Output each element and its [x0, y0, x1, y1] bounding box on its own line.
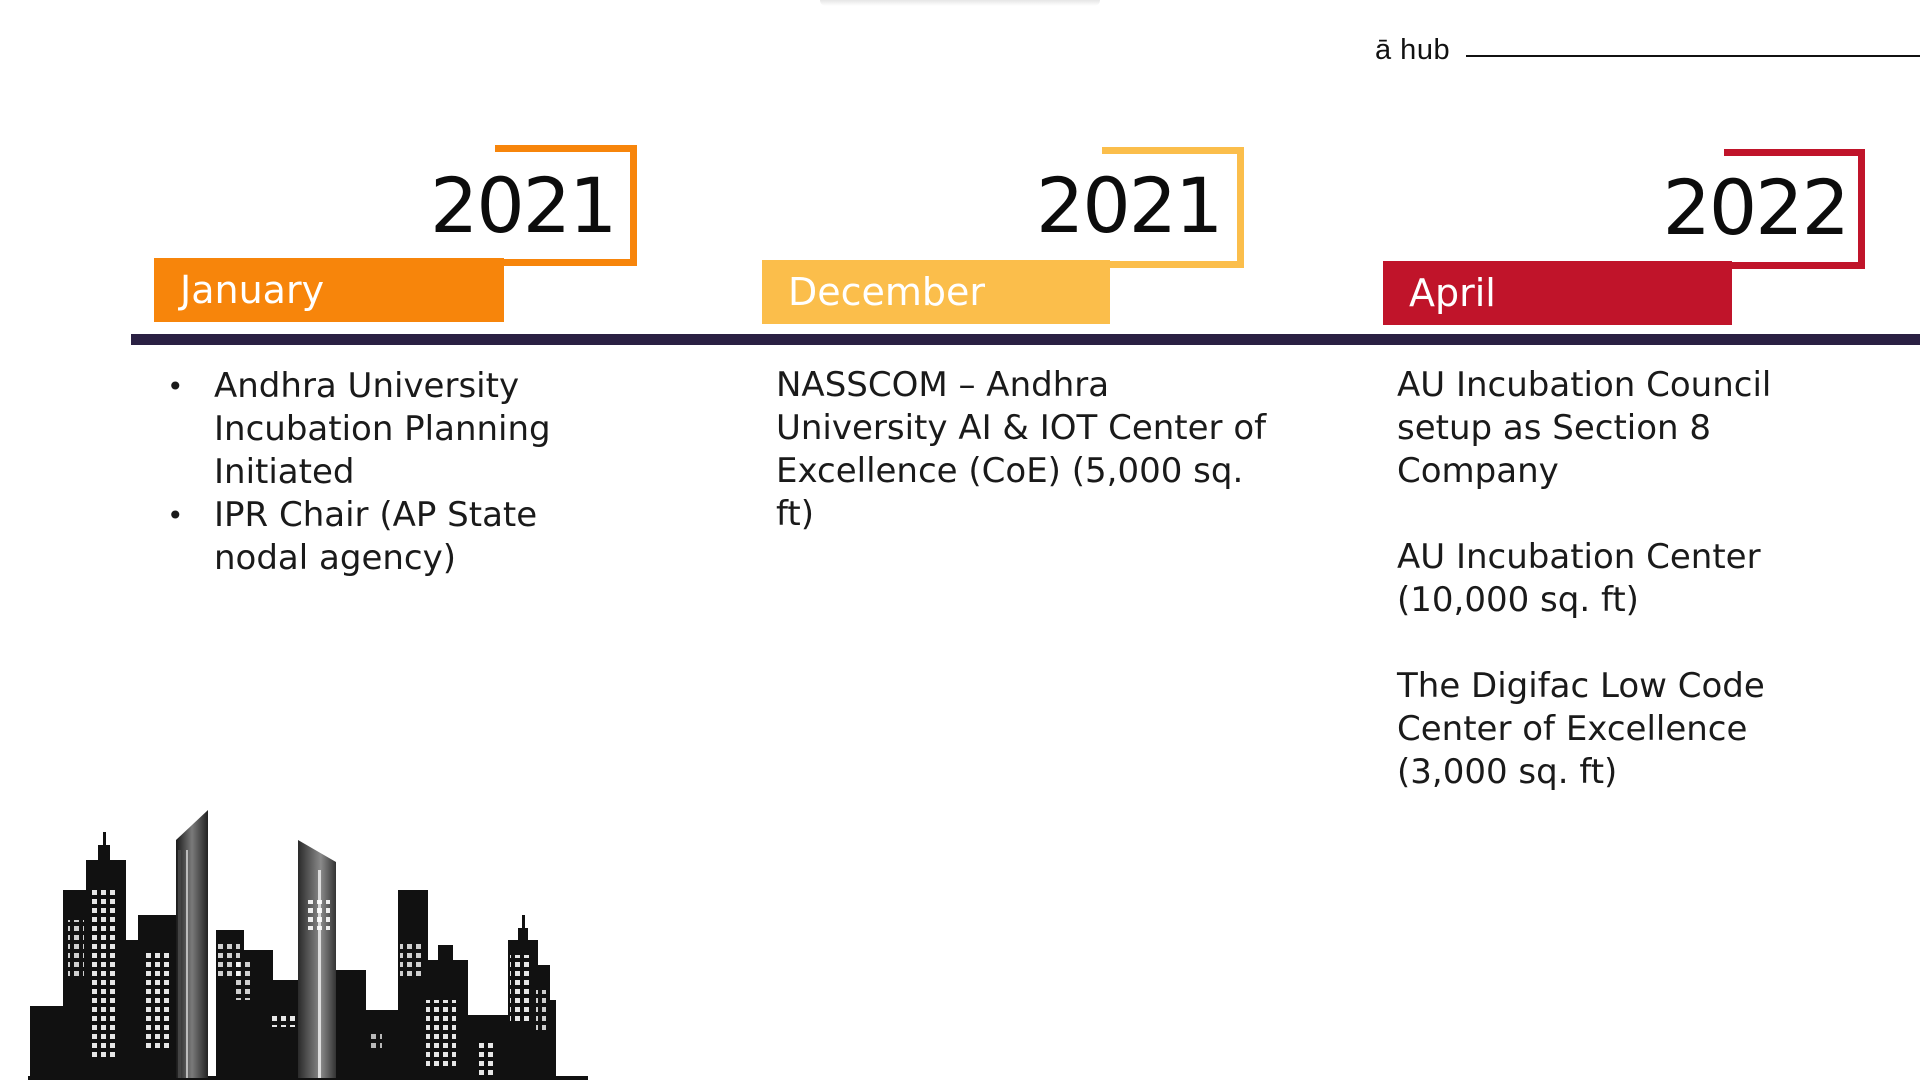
year-bracket-1 — [495, 145, 637, 266]
milestone-content-2: NASSCOM – Andhra University AI & IOT Cen… — [776, 364, 1276, 536]
month-label-2: December — [762, 260, 1110, 324]
brand-label: ā hub — [1375, 34, 1451, 66]
paragraph: NASSCOM – Andhra University AI & IOT Cen… — [776, 365, 1267, 534]
timeline-bar — [131, 334, 1920, 345]
list-item: Andhra University Incubation Planning In… — [167, 365, 607, 494]
top-shadow — [820, 0, 1100, 6]
month-text-1: January — [180, 268, 325, 312]
list-item: IPR Chair (AP State nodal agency) — [167, 494, 607, 580]
month-text-2: December — [788, 270, 986, 314]
milestone-bullet-list-1: Andhra University Incubation Planning In… — [167, 365, 607, 580]
milestone-content-3: AU Incubation Council setup as Section 8… — [1397, 364, 1827, 794]
paragraph: The Digifac Low Code Center of Excellenc… — [1397, 666, 1765, 792]
month-label-3: April — [1383, 261, 1732, 325]
paragraph: AU Incubation Center (10,000 sq. ft) — [1397, 537, 1761, 620]
year-label-1: 2021 — [430, 161, 617, 250]
paragraph: AU Incubation Council setup as Section 8… — [1397, 365, 1772, 491]
year-label-3: 2022 — [1662, 163, 1850, 252]
year-bracket-3 — [1724, 149, 1865, 269]
year-bracket-2 — [1102, 147, 1244, 268]
brand-divider-line — [1466, 55, 1920, 57]
city-skyline-icon — [28, 810, 588, 1080]
milestone-content-1: Andhra University Incubation Planning In… — [167, 365, 607, 580]
month-text-3: April — [1409, 271, 1496, 315]
year-label-2: 2021 — [1036, 161, 1223, 250]
month-label-1: January — [154, 258, 504, 322]
